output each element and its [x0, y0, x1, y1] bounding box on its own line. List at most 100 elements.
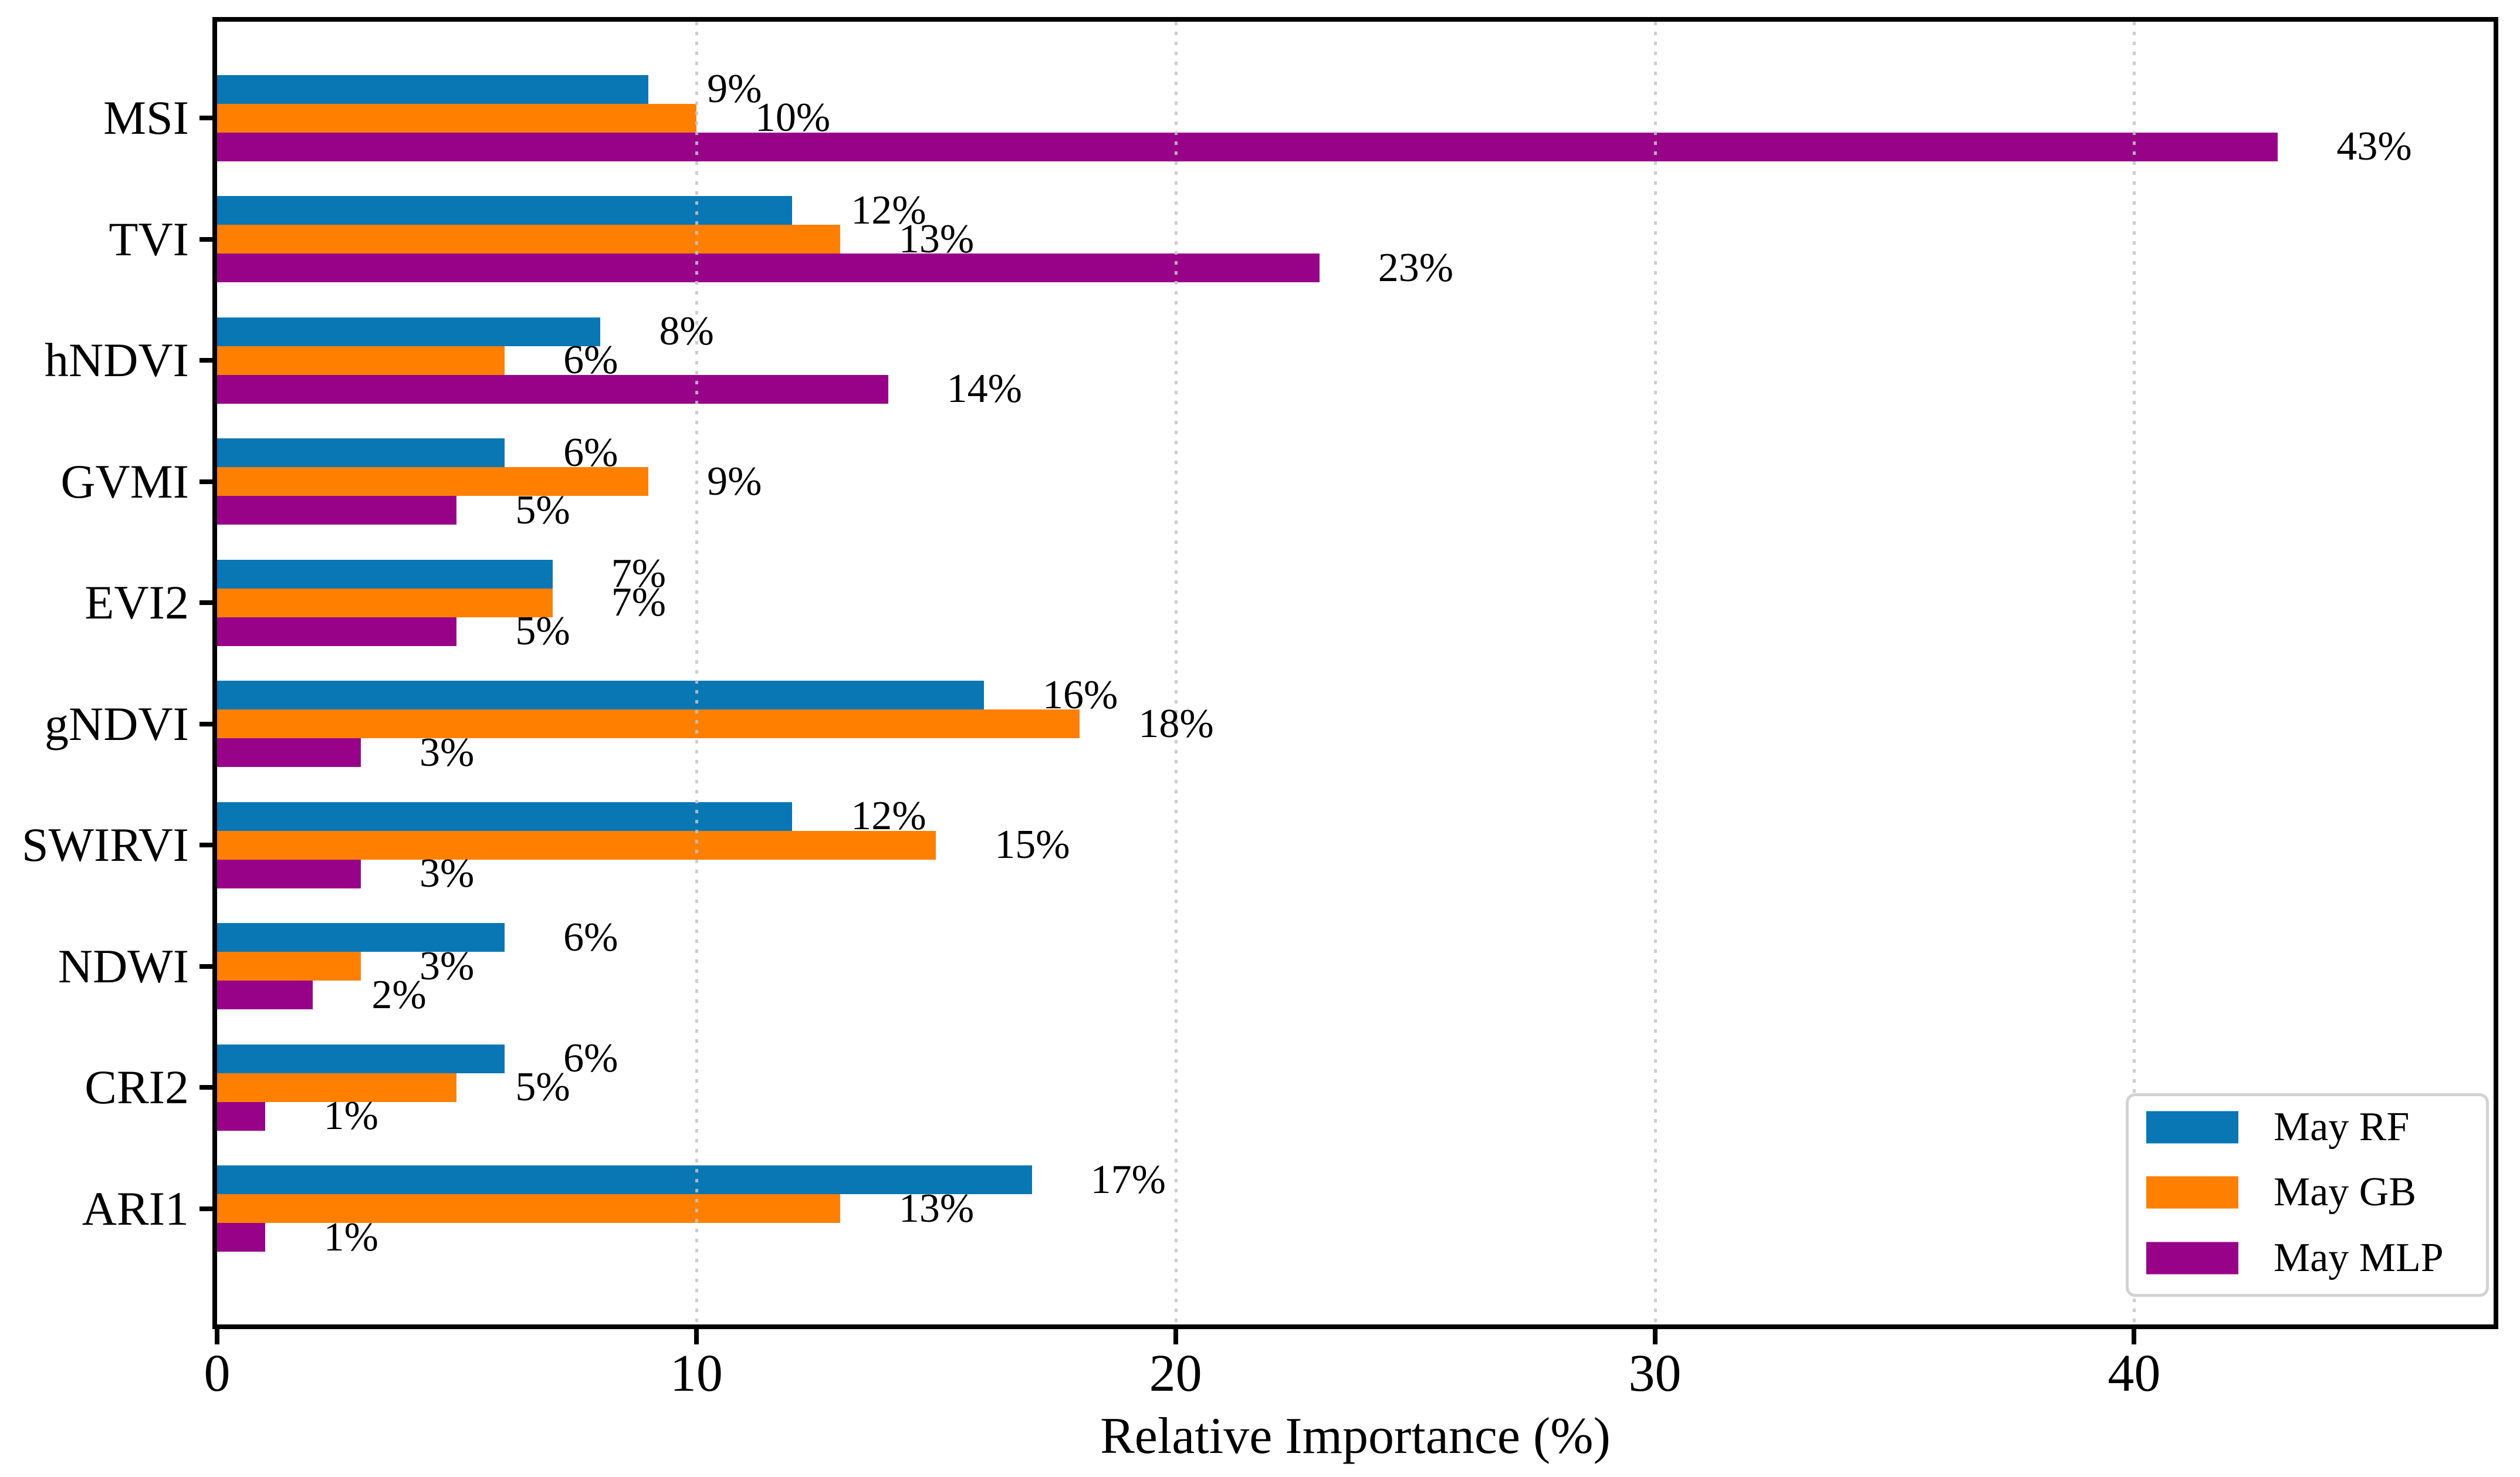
value-label: 14%: [946, 366, 1022, 411]
bar: [217, 830, 936, 860]
y-tick-label: CRI2: [84, 1060, 189, 1114]
bar: [217, 1165, 1032, 1194]
value-label: 10%: [755, 95, 831, 140]
value-label: 23%: [1378, 245, 1454, 290]
bar: [217, 1073, 457, 1102]
y-tick-label: gNDVI: [45, 697, 189, 751]
x-tick-mark: [2132, 1329, 2137, 1344]
x-tick-label: 30: [1628, 1344, 1682, 1402]
x-tick-mark: [694, 1329, 699, 1344]
value-label: 18%: [1138, 701, 1214, 746]
y-tick-label: NDWI: [57, 939, 189, 993]
value-label: 2%: [371, 972, 427, 1018]
y-tick-label: ARI1: [82, 1181, 189, 1235]
value-label: 6%: [563, 430, 618, 475]
value-label: 13%: [898, 216, 975, 262]
y-tick-label: SWIRVI: [22, 818, 189, 871]
x-axis-title: Relative Importance (%): [1100, 1408, 1611, 1465]
y-tick-mark: [199, 358, 217, 363]
gridline: [1174, 22, 1178, 1324]
bar: [217, 75, 649, 104]
y-tick-label: TVI: [109, 212, 189, 266]
value-label: 12%: [851, 187, 926, 233]
value-label: 3%: [420, 943, 475, 989]
gridline: [1653, 22, 1657, 1324]
value-label: 5%: [515, 1064, 570, 1110]
x-tick-label: 0: [204, 1344, 231, 1402]
value-label: 5%: [515, 487, 570, 533]
bar: [217, 588, 553, 617]
y-tick-mark: [199, 479, 217, 484]
x-tick-label: 10: [669, 1344, 723, 1402]
bar: [217, 196, 793, 225]
bar: [217, 132, 2278, 161]
y-tick-label: EVI2: [84, 576, 189, 629]
y-tick-label: MSI: [103, 91, 189, 144]
value-label: 6%: [563, 914, 618, 960]
bar: [217, 225, 840, 254]
legend-label: May RF: [2274, 1104, 2410, 1150]
bar: [217, 103, 696, 133]
x-tick-mark: [1173, 1329, 1178, 1344]
value-label: 1%: [323, 1214, 378, 1260]
y-tick-label: GVMI: [60, 454, 189, 508]
bar: [217, 346, 505, 375]
bar: [217, 438, 505, 467]
bar: [217, 317, 601, 346]
legend: May RF May GB May MLP: [2126, 1093, 2489, 1297]
x-tick-label: 20: [1149, 1344, 1202, 1402]
x-tick-mark: [215, 1329, 219, 1344]
value-label: 17%: [1090, 1157, 1166, 1202]
bar: [217, 681, 984, 709]
bar: [217, 923, 505, 952]
legend-swatch-may-gb: [2146, 1176, 2238, 1209]
legend-label: May MLP: [2274, 1235, 2444, 1280]
y-tick-mark: [199, 843, 217, 847]
legend-swatch-may-rf: [2146, 1111, 2238, 1144]
bar: [217, 1194, 840, 1223]
gridline: [2133, 22, 2136, 1324]
bar: [217, 559, 553, 589]
legend-swatch-may-mlp: [2146, 1242, 2238, 1275]
bar: [217, 617, 457, 646]
value-label: 6%: [563, 1036, 618, 1081]
value-label: 12%: [851, 793, 926, 839]
bar: [217, 1101, 265, 1131]
bar: [217, 981, 313, 1009]
gridline: [695, 22, 698, 1324]
y-tick-mark: [199, 721, 217, 726]
bar: [217, 374, 888, 404]
value-label: 6%: [563, 337, 618, 383]
value-label: 3%: [420, 851, 475, 896]
value-label: 15%: [995, 822, 1070, 867]
y-tick-mark: [199, 236, 217, 242]
value-label: 1%: [323, 1093, 378, 1138]
y-tick-mark: [199, 1085, 217, 1090]
plot-area: 9% 10% 43% 12% 13% 23% 8% 6% 14% 6% 9% 5% 7% 7% 5% 16% 1…: [217, 22, 2494, 1324]
bar: [217, 802, 793, 831]
y-tick-label: hNDVI: [45, 333, 189, 387]
y-tick-mark: [199, 116, 217, 120]
value-label: 5%: [515, 609, 570, 654]
x-tick-mark: [1652, 1329, 1658, 1344]
value-label: 8%: [659, 309, 714, 354]
value-label: 7%: [611, 580, 667, 625]
bar: [217, 738, 361, 767]
value-label: 3%: [420, 729, 475, 775]
x-tick-label: 40: [2108, 1344, 2161, 1402]
value-label: 13%: [898, 1185, 975, 1231]
value-label: 43%: [2336, 124, 2412, 169]
value-label: 9%: [707, 66, 762, 111]
bar: [217, 496, 457, 525]
y-tick-mark: [199, 964, 217, 969]
bar: [217, 709, 1080, 738]
bar: [217, 1044, 505, 1073]
bar: [217, 1223, 265, 1252]
value-label: 16%: [1042, 672, 1118, 718]
value-label: 9%: [707, 458, 762, 504]
bar: [217, 467, 649, 496]
bar: [217, 254, 1320, 282]
bar: [217, 859, 361, 888]
legend-label: May GB: [2274, 1170, 2417, 1215]
